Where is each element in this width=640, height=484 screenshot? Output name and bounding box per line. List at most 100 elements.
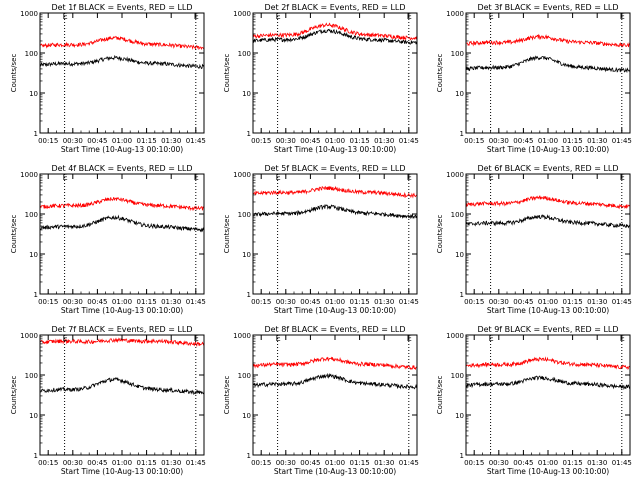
y-tick-label: 10 — [242, 251, 251, 259]
lld-series-line — [466, 33, 631, 48]
x-tick-label: 01:45 — [399, 459, 419, 467]
x-tick-label: 00:15 — [251, 137, 271, 145]
events-series-line — [39, 377, 205, 396]
x-axis-label: Start Time (10-Aug-13 00:10:00) — [274, 467, 396, 476]
y-tick-label: 100 — [451, 50, 464, 58]
panel-title: Det 4f BLACK = Events, RED = LLD — [51, 164, 192, 173]
x-tick-label: 01:45 — [186, 459, 206, 467]
marker-label: E — [194, 12, 199, 21]
x-tick-label: 01:15 — [563, 459, 583, 467]
y-axis-label: Counts/sec — [223, 215, 231, 254]
x-tick-label: 01:00 — [538, 459, 558, 467]
x-tick-label: 01:30 — [587, 459, 607, 467]
lld-series-line — [252, 185, 418, 199]
x-tick-label: 00:15 — [464, 298, 484, 306]
x-tick-label: 00:45 — [513, 459, 533, 467]
y-tick-label: 1000 — [233, 332, 251, 340]
x-tick-label: 00:45 — [300, 459, 320, 467]
y-tick-label: 10 — [242, 90, 251, 98]
panel-title: Det 2f BLACK = Events, RED = LLD — [264, 3, 405, 12]
marker-label: E — [276, 12, 281, 21]
panel-title: Det 7f BLACK = Events, RED = LLD — [51, 325, 192, 334]
x-tick-label: 01:30 — [161, 298, 181, 306]
x-tick-label: 00:15 — [251, 298, 271, 306]
x-tick-label: 01:30 — [374, 137, 394, 145]
marker-label: E — [489, 334, 494, 343]
x-tick-label: 01:15 — [137, 298, 157, 306]
y-tick-label: 1000 — [446, 10, 464, 18]
x-tick-label: 00:45 — [87, 298, 107, 306]
x-tick-label: 01:30 — [587, 137, 607, 145]
y-tick-label: 10 — [455, 251, 464, 259]
y-tick-label: 10 — [29, 412, 38, 420]
x-tick-label: 01:15 — [350, 298, 370, 306]
y-axis-label: Counts/sec — [10, 215, 18, 254]
marker-label: E — [407, 12, 412, 21]
x-tick-label: 01:00 — [325, 137, 345, 145]
lld-series-line — [39, 35, 205, 51]
y-axis-label: Counts/sec — [223, 376, 231, 415]
y-tick-label: 100 — [451, 372, 464, 380]
panel-title: Det 8f BLACK = Events, RED = LLD — [264, 325, 405, 334]
marker-label: E — [63, 12, 68, 21]
marker-label: E — [407, 334, 412, 343]
x-tick-label: 01:15 — [350, 137, 370, 145]
events-series-line — [465, 55, 631, 74]
lld-series-line — [252, 356, 418, 371]
y-axis-label: Counts/sec — [436, 376, 444, 415]
x-tick-label: 01:45 — [612, 459, 632, 467]
x-tick-label: 00:30 — [489, 459, 509, 467]
x-tick-label: 01:15 — [137, 137, 157, 145]
y-tick-label: 1000 — [20, 171, 38, 179]
x-tick-label: 01:30 — [587, 298, 607, 306]
marker-label: E — [194, 173, 199, 182]
x-tick-label: 00:30 — [276, 137, 296, 145]
x-tick-label: 00:30 — [489, 298, 509, 306]
x-axis-label: Start Time (10-Aug-13 00:10:00) — [487, 467, 609, 476]
marker-label: E — [489, 12, 494, 21]
y-tick-label: 1 — [460, 291, 464, 299]
x-tick-label: 00:30 — [489, 137, 509, 145]
y-tick-label: 100 — [238, 50, 251, 58]
events-series-line — [252, 204, 418, 220]
x-tick-label: 01:45 — [612, 298, 632, 306]
x-tick-label: 01:15 — [137, 459, 157, 467]
y-tick-label: 10 — [29, 90, 38, 98]
y-tick-label: 1000 — [20, 10, 38, 18]
x-tick-label: 00:45 — [513, 137, 533, 145]
events-series-line — [252, 28, 418, 45]
y-tick-label: 1000 — [446, 332, 464, 340]
y-tick-label: 1 — [247, 291, 251, 299]
y-tick-label: 100 — [451, 211, 464, 219]
x-tick-label: 01:45 — [612, 137, 632, 145]
y-tick-label: 10 — [242, 412, 251, 420]
marker-label: E — [489, 173, 494, 182]
lld-series-line — [252, 22, 418, 41]
x-tick-label: 00:15 — [464, 459, 484, 467]
panel-title: Det 9f BLACK = Events, RED = LLD — [477, 325, 618, 334]
x-tick-label: 01:00 — [325, 459, 345, 467]
marker-label: E — [194, 334, 199, 343]
y-tick-label: 1 — [34, 130, 38, 138]
x-tick-label: 01:45 — [186, 137, 206, 145]
x-tick-label: 00:45 — [87, 459, 107, 467]
y-tick-label: 100 — [25, 211, 38, 219]
x-tick-label: 00:30 — [63, 459, 83, 467]
x-tick-label: 00:30 — [63, 137, 83, 145]
y-tick-label: 100 — [25, 50, 38, 58]
marker-label: E — [63, 334, 68, 343]
events-series-line — [252, 372, 418, 390]
x-tick-label: 01:45 — [399, 298, 419, 306]
x-tick-label: 00:15 — [464, 137, 484, 145]
marker-label: E — [620, 173, 625, 182]
y-tick-label: 1 — [34, 452, 38, 460]
x-tick-label: 00:45 — [513, 298, 533, 306]
x-tick-label: 01:45 — [186, 298, 206, 306]
lld-series-line — [465, 194, 631, 210]
x-axis-label: Start Time (10-Aug-13 00:10:00) — [274, 306, 396, 315]
